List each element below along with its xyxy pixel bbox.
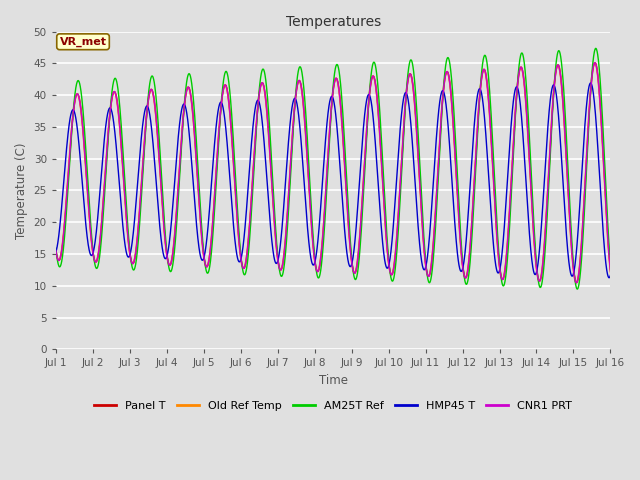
X-axis label: Time: Time	[319, 374, 348, 387]
Title: Temperatures: Temperatures	[285, 15, 381, 29]
Text: VR_met: VR_met	[60, 36, 106, 47]
Legend: Panel T, Old Ref Temp, AM25T Ref, HMP45 T, CNR1 PRT: Panel T, Old Ref Temp, AM25T Ref, HMP45 …	[90, 396, 577, 415]
Y-axis label: Temperature (C): Temperature (C)	[15, 142, 28, 239]
